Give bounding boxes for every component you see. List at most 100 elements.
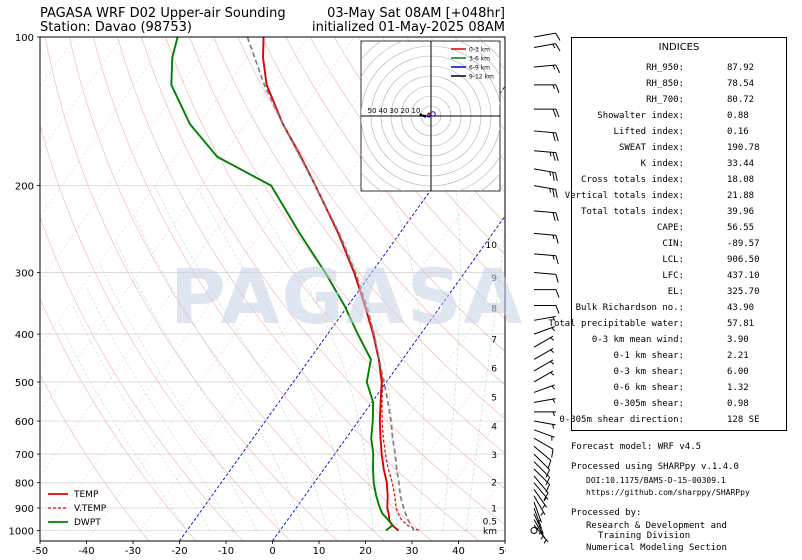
wind-barb: [533, 475, 549, 501]
moist-adiabat: [72, 305, 211, 531]
profile-vtemp-line: [262, 37, 419, 532]
moist-adiabat: [115, 241, 281, 531]
wind-barb: [533, 507, 542, 529]
index-label: 0-305m shear:: [613, 399, 684, 409]
height-label: 8: [491, 305, 497, 315]
y-tick-label: 400: [15, 330, 34, 341]
height-label: 0.5: [483, 517, 497, 527]
station-name: Station: Davao (98753): [40, 20, 192, 35]
wind-barb-column: [530, 32, 561, 544]
org-line-2: Training Division: [598, 531, 691, 541]
moist-adiabat: [100, 265, 257, 531]
isotherm-line: [40, 37, 402, 541]
index-value: 1.32: [727, 383, 749, 393]
moist-adiabat: [154, 185, 327, 531]
index-label: RH_950:: [646, 63, 684, 73]
moist-adiabat: [442, 185, 461, 531]
isotherm-line: [40, 37, 355, 477]
dry-adiabat: [40, 374, 150, 541]
dry-adiabat: [68, 37, 385, 541]
wind-barb: [534, 84, 560, 94]
wind-barb: [533, 232, 559, 244]
wind-barb: [533, 461, 551, 486]
dry-adiabat: [213, 37, 505, 420]
moist-adiabat: [465, 224, 505, 531]
skewt-plot-area: [40, 37, 505, 541]
isotherm-line: [40, 37, 216, 282]
wind-barb: [533, 501, 542, 523]
x-tick-label: 0: [269, 546, 275, 557]
height-label: 5: [491, 394, 497, 404]
profile-parcel-line: [246, 37, 415, 531]
moist-adiabat: [133, 215, 304, 531]
height-label: 2: [491, 479, 497, 489]
wind-barb: [533, 253, 559, 265]
index-label: Showalter index:: [597, 111, 684, 121]
isotherm-line: [40, 37, 169, 217]
index-value: 2.21: [727, 351, 749, 361]
height-label: 10: [486, 241, 498, 251]
index-value: 87.92: [727, 63, 755, 73]
hodograph-legend-label: 0-3 km: [469, 47, 490, 54]
index-value: 57.81: [727, 319, 755, 329]
wind-barb: [533, 398, 556, 404]
y-tick-label: 900: [15, 504, 34, 515]
index-label: CAPE:: [656, 223, 684, 233]
wind-barb: [533, 437, 554, 458]
wind-barb: [534, 108, 560, 118]
moist-adiabat: [85, 286, 234, 531]
index-value: 190.78: [727, 143, 760, 153]
dry-adiabat: [40, 297, 197, 541]
index-row: CIN: -89.57: [572, 239, 788, 251]
dry-adiabat: [285, 37, 505, 320]
height-label: 4: [491, 422, 497, 432]
wind-barb: [533, 468, 551, 493]
index-label: 0-1 km shear:: [613, 351, 684, 361]
index-row: CAPE: 56.55: [572, 223, 788, 235]
wind-barb: [533, 150, 559, 162]
github-url[interactable]: https://github.com/sharppy/SHARPpy: [586, 488, 750, 497]
hodograph-ring-label: 10: [412, 107, 421, 115]
index-label: 0-6 km shear:: [613, 383, 684, 393]
index-label: Total precipitable water:: [548, 319, 684, 329]
index-label: Cross totals index:: [581, 175, 684, 185]
wind-barb: [533, 347, 555, 360]
dry-adiabat: [117, 37, 480, 541]
wind-barb: [533, 489, 548, 509]
index-value: 18.08: [727, 175, 755, 185]
pagasa-watermark: PAGASA: [170, 252, 525, 341]
x-tick-label: -20: [171, 546, 187, 557]
index-row: SWEAT index: 190.78: [572, 143, 788, 155]
dry-adiabat: [141, 37, 505, 526]
dry-adiabat: [40, 216, 244, 541]
y-tick-label: 500: [15, 378, 34, 389]
wind-barb: [533, 384, 556, 393]
index-row: K index: 33.44: [572, 159, 788, 171]
index-value: 906.50: [727, 255, 760, 265]
index-row: Total totals index: 39.96: [572, 207, 788, 219]
index-row: LFC: 437.10: [572, 271, 788, 283]
indices-panel: INDICES RH_950: 87.92 RH_850: 78.54 RH_700: 8…: [549, 37, 788, 431]
dry-adiabat: [93, 37, 432, 541]
index-label: RH_700:: [646, 95, 684, 105]
index-row: 0-3 km mean wind: 3.90: [572, 335, 788, 347]
index-row: RH_700: 80.72: [572, 95, 788, 107]
hodograph-trace: [427, 111, 433, 116]
index-value: 0.88: [727, 111, 749, 121]
moist-adiabat: [313, 185, 397, 531]
index-value: 43.90: [727, 303, 755, 313]
wind-barb: [533, 43, 561, 52]
wind-barb: [533, 32, 561, 41]
wind-barb: [533, 513, 544, 535]
dry-adiabat: [40, 124, 291, 541]
index-label: LCL:: [662, 255, 684, 265]
y-tick-label: 1000: [9, 527, 34, 538]
processed-by: Processed by:: [571, 508, 642, 518]
profile-dwpt-line: [170, 37, 395, 532]
index-row: Cross totals index: 18.08: [572, 175, 788, 187]
wind-barb: [533, 326, 556, 335]
index-value: 0.16: [727, 127, 749, 137]
index-label: 0-305m shear direction:: [559, 415, 684, 425]
index-label: LFC:: [662, 271, 684, 281]
